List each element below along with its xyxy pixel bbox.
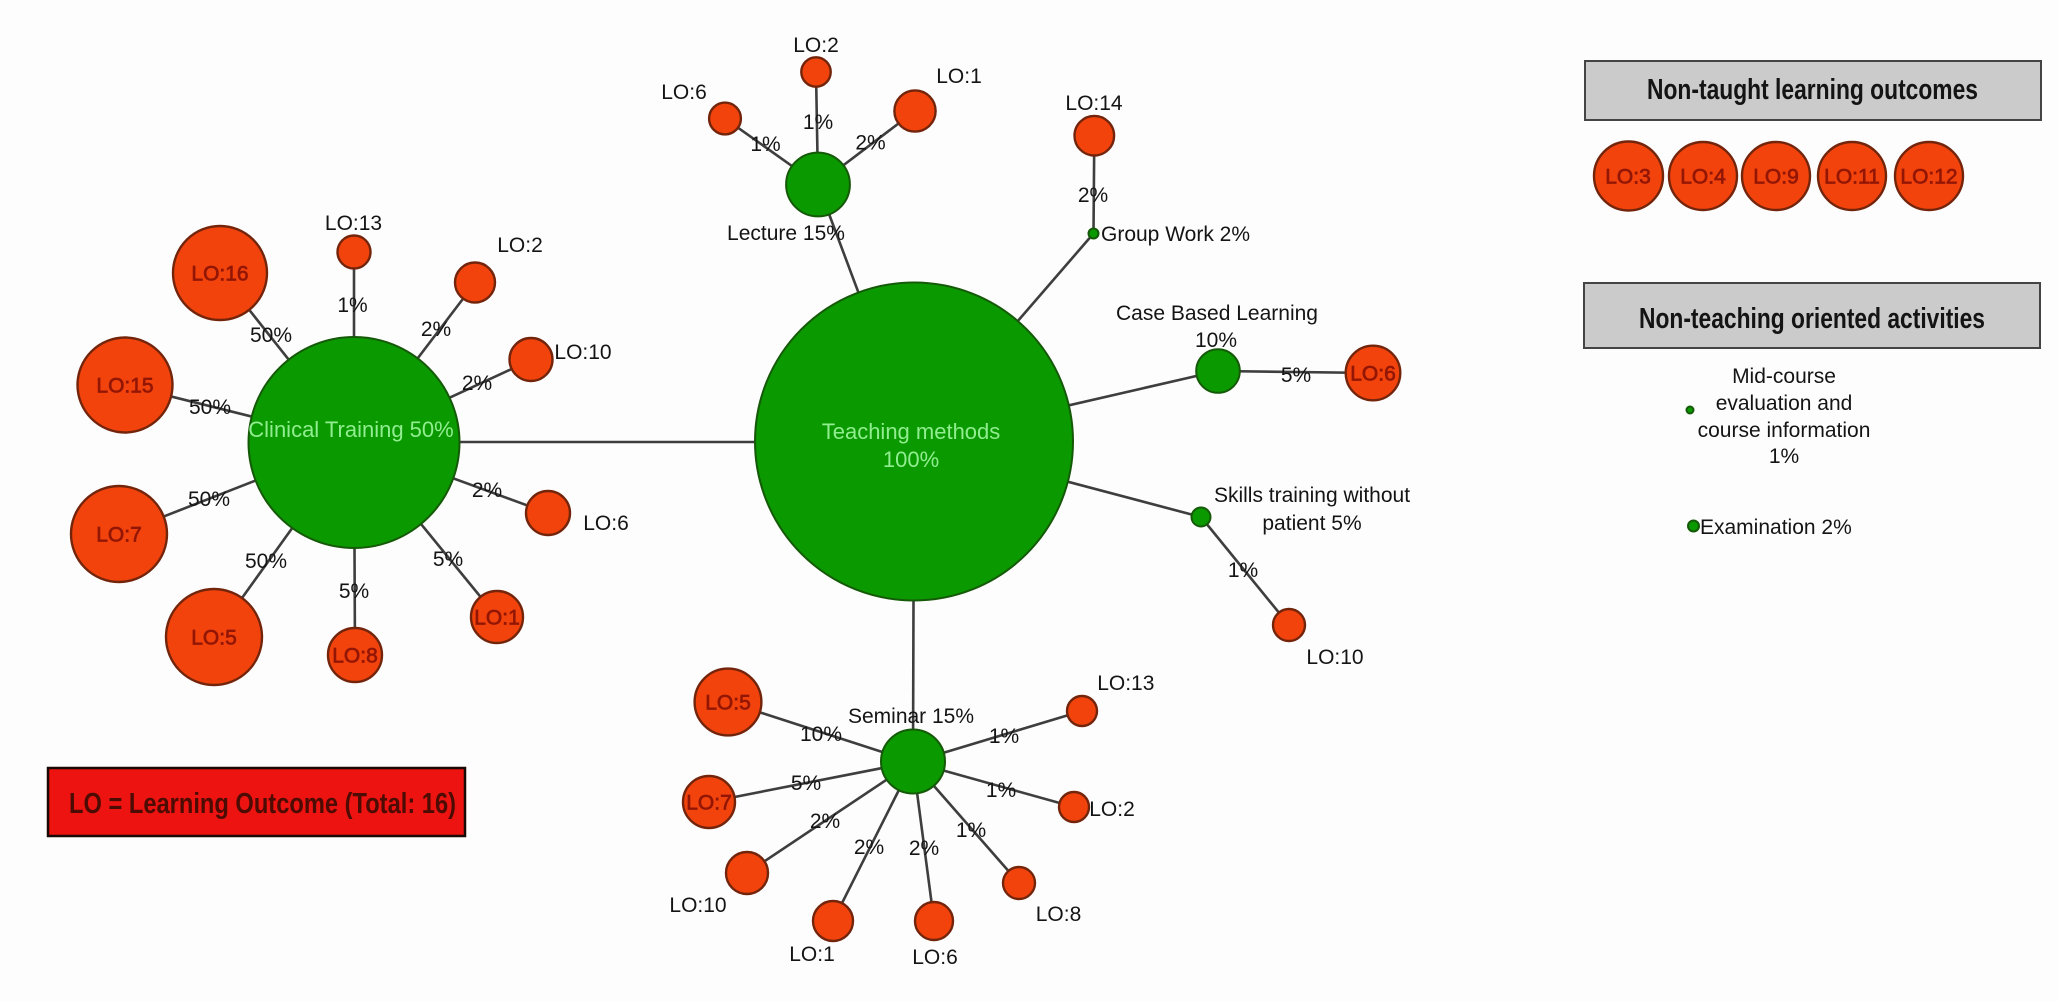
svg-text:LO:2: LO:2	[1089, 798, 1135, 821]
svg-text:LO:6: LO:6	[583, 512, 629, 535]
svg-text:LO:1: LO:1	[789, 943, 835, 966]
svg-text:1%: 1%	[803, 111, 833, 134]
svg-text:2%: 2%	[421, 318, 451, 341]
svg-text:1%: 1%	[986, 779, 1016, 802]
svg-text:50%: 50%	[250, 324, 292, 347]
svg-text:2%: 2%	[855, 132, 885, 155]
svg-text:evaluation and: evaluation and	[1716, 392, 1853, 415]
svg-text:LO = Learning Outcome (Total:: LO = Learning Outcome (Total: 16)	[69, 788, 456, 820]
svg-text:2%: 2%	[462, 372, 492, 395]
svg-text:100%: 100%	[883, 447, 939, 472]
svg-text:LO:14: LO:14	[1065, 92, 1123, 115]
svg-text:LO:9: LO:9	[1753, 166, 1799, 189]
svg-text:50%: 50%	[245, 550, 287, 573]
svg-text:LO:10: LO:10	[669, 894, 726, 917]
svg-text:LO:6: LO:6	[1350, 363, 1396, 386]
svg-text:50%: 50%	[189, 396, 231, 419]
svg-text:LO:10: LO:10	[554, 341, 611, 364]
svg-text:Mid-course: Mid-course	[1732, 365, 1836, 388]
svg-text:course information: course information	[1698, 419, 1871, 442]
svg-text:50%: 50%	[188, 488, 230, 511]
svg-text:Teaching methods: Teaching methods	[822, 419, 1001, 444]
svg-text:Non-taught learning outcomes: Non-taught learning outcomes	[1647, 74, 1978, 106]
svg-text:Case Based Learning: Case Based Learning	[1116, 302, 1318, 325]
svg-text:LO:4: LO:4	[1680, 166, 1726, 189]
svg-text:LO:5: LO:5	[191, 627, 237, 650]
svg-text:1%: 1%	[337, 294, 367, 317]
svg-text:Group Work 2%: Group Work 2%	[1101, 223, 1250, 246]
svg-text:Lecture 15%: Lecture 15%	[727, 222, 845, 245]
svg-text:LO:15: LO:15	[96, 375, 153, 398]
svg-text:LO:3: LO:3	[1605, 166, 1651, 189]
svg-text:LO:2: LO:2	[497, 234, 543, 257]
svg-text:LO:16: LO:16	[191, 263, 248, 286]
svg-text:1%: 1%	[1228, 559, 1258, 582]
svg-text:2%: 2%	[810, 810, 840, 833]
svg-text:LO:7: LO:7	[686, 792, 732, 815]
svg-text:LO:8: LO:8	[1036, 903, 1082, 926]
svg-text:Non-teaching oriented activiti: Non-teaching oriented activities	[1639, 303, 1985, 335]
svg-text:2%: 2%	[909, 837, 939, 860]
svg-text:LO:6: LO:6	[661, 81, 707, 104]
svg-text:LO:1: LO:1	[474, 607, 520, 630]
svg-text:10%: 10%	[1195, 329, 1237, 352]
svg-text:5%: 5%	[433, 548, 463, 571]
svg-text:LO:11: LO:11	[1824, 166, 1880, 189]
svg-text:1%: 1%	[956, 819, 986, 842]
svg-text:2%: 2%	[854, 836, 884, 859]
svg-text:LO:12: LO:12	[1900, 166, 1957, 189]
svg-text:LO:10: LO:10	[1306, 646, 1363, 669]
svg-text:patient 5%: patient 5%	[1262, 512, 1361, 535]
svg-text:10%: 10%	[800, 723, 842, 746]
svg-text:Seminar 15%: Seminar 15%	[848, 705, 974, 728]
svg-text:Examination 2%: Examination 2%	[1700, 516, 1852, 539]
svg-text:LO:2: LO:2	[793, 34, 839, 57]
svg-text:LO:13: LO:13	[325, 212, 382, 235]
svg-text:1%: 1%	[989, 725, 1019, 748]
svg-text:LO:13: LO:13	[1097, 672, 1154, 695]
svg-text:5%: 5%	[791, 772, 821, 795]
svg-text:2%: 2%	[1078, 184, 1108, 207]
svg-text:Skills training without: Skills training without	[1214, 484, 1410, 507]
svg-text:2%: 2%	[472, 479, 502, 502]
svg-text:LO:1: LO:1	[936, 65, 982, 88]
svg-text:1%: 1%	[750, 133, 780, 156]
svg-text:5%: 5%	[1281, 364, 1311, 387]
svg-text:LO:6: LO:6	[912, 946, 958, 969]
svg-text:LO:5: LO:5	[705, 692, 751, 715]
svg-text:LO:8: LO:8	[332, 645, 378, 668]
svg-text:5%: 5%	[339, 580, 369, 603]
svg-text:Clinical Training 50%: Clinical Training 50%	[248, 417, 453, 442]
svg-text:LO:7: LO:7	[96, 524, 142, 547]
svg-text:1%: 1%	[1769, 445, 1799, 468]
